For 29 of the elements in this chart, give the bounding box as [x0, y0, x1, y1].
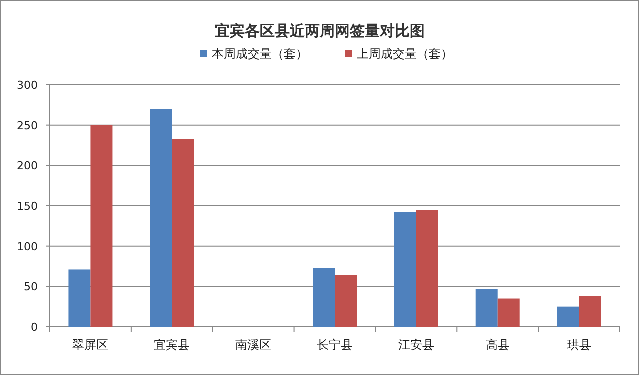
- chart-title: 宜宾各区县近两周网签量对比图: [215, 22, 425, 40]
- bar: [90, 125, 113, 327]
- bar: [313, 268, 335, 327]
- bar: [335, 275, 357, 327]
- x-tick-label: 宜宾县: [154, 338, 190, 352]
- y-tick-label: 100: [17, 240, 38, 254]
- bar: [557, 306, 580, 327]
- x-tick-label: 高县: [486, 338, 510, 352]
- legend-label: 上周成交量（套）: [357, 47, 453, 61]
- y-tick-label: 300: [17, 79, 38, 92]
- bar: [150, 109, 172, 327]
- bar: [394, 212, 416, 327]
- bar: [68, 270, 91, 327]
- x-tick-label: 珙县: [567, 338, 592, 352]
- y-tick-label: 50: [24, 280, 38, 294]
- y-tick-label: 150: [17, 200, 38, 213]
- x-tick-label: 南溪区: [236, 338, 272, 352]
- y-tick-label: 250: [17, 119, 38, 132]
- x-tick-label: 长宁县: [317, 338, 353, 352]
- bar: [476, 289, 498, 327]
- bar: [498, 298, 520, 327]
- legend-label: 本周成交量（套）: [212, 47, 308, 61]
- x-tick-label: 江安县: [398, 338, 434, 352]
- y-tick-label: 200: [17, 160, 38, 173]
- bar: [579, 296, 602, 327]
- x-tick-label: 翠屏区: [72, 338, 109, 352]
- bar: [416, 210, 438, 327]
- bar: [172, 139, 194, 327]
- y-tick-label: 0: [31, 321, 38, 334]
